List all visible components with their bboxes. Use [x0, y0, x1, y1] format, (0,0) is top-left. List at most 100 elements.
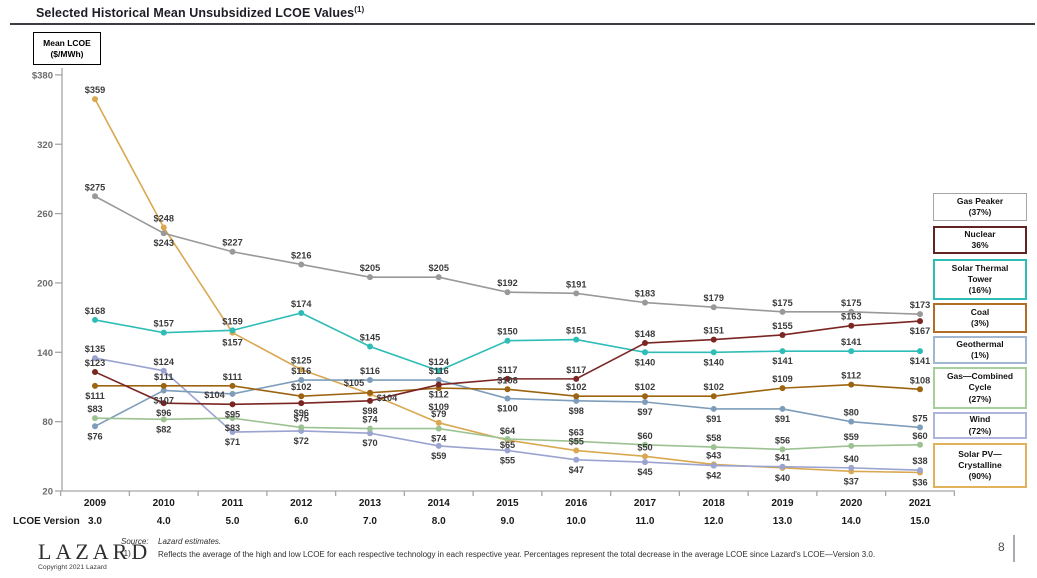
data-label-gas-peaker-2020: $175: [841, 298, 861, 308]
data-point-nuclear-2021: [917, 318, 923, 325]
data-label-gas-combined-cycle-2020: $59: [844, 432, 859, 442]
data-point-solar-thermal-tower-2017: [642, 349, 648, 356]
data-label-wind-2018: $42: [706, 471, 721, 481]
data-point-geothermal-2012: [298, 377, 305, 384]
x-axis-year-label: 2020: [840, 498, 863, 509]
legend-entry-gas-combined-cycle: Gas—Combined Cycle (27%): [933, 367, 1027, 409]
data-label-wind-2019: $41: [775, 453, 790, 463]
data-point-coal-2015: [504, 386, 511, 393]
x-axis-year-label: 2011: [222, 498, 244, 509]
data-label-geothermal-2014: $116: [429, 366, 449, 376]
lcoe-version-value: 11.0: [636, 516, 655, 527]
data-label-gas-combined-cycle-2012: $75: [294, 413, 309, 423]
data-label-solar-pv-crystalline-2016: $55: [569, 437, 584, 447]
data-point-geothermal-2016: [573, 397, 580, 404]
data-label-solar-thermal-tower-2011: $159: [222, 316, 242, 326]
data-point-wind-2014: [435, 442, 442, 449]
data-label-solar-thermal-tower-2014: $124: [429, 357, 450, 367]
legend-entry-text: Cycle: [968, 382, 992, 393]
legend-entry-gas-peaker: Gas Peaker (37%): [933, 193, 1027, 221]
data-point-solar-thermal-tower-2010: [160, 329, 167, 336]
data-label-solar-pv-crystalline-2012: $125: [291, 356, 311, 366]
data-point-gas-peaker-2009: [92, 193, 98, 200]
data-label-gas-peaker-2010: $243: [154, 238, 174, 248]
data-point-gas-peaker-2020: [848, 308, 855, 315]
y-axis-title-line1: Mean LCOE: [43, 37, 91, 48]
data-label-wind-2014: $59: [431, 451, 446, 461]
data-point-coal-2013: [367, 389, 373, 396]
lazard-logo: LAZARD: [38, 539, 152, 564]
lcoe-version-value: 4.0: [157, 516, 171, 527]
data-label-nuclear-2020: $163: [841, 312, 861, 322]
data-label-solar-thermal-tower-2015: $150: [497, 327, 517, 337]
data-label-coal-2021: $108: [910, 375, 930, 385]
data-label-geothermal-2020: $80: [844, 408, 859, 418]
data-label-geothermal-2018: $91: [706, 414, 721, 424]
data-point-gas-peaker-2019: [779, 308, 786, 315]
data-point-nuclear-2013: [367, 397, 373, 404]
x-axis-year-label: 2012: [290, 498, 313, 509]
x-axis-year-label: 2013: [359, 498, 382, 509]
data-label-coal-2012: $102: [291, 382, 311, 392]
data-point-gas-peaker-2013: [367, 274, 373, 281]
data-point-nuclear-2009: [92, 368, 98, 375]
y-axis-tick-label: 80: [42, 417, 53, 428]
data-label-coal-2020: $112: [841, 371, 861, 381]
data-point-gas-peaker-2014: [435, 274, 442, 281]
data-point-solar-thermal-tower-2016: [573, 336, 580, 343]
data-label-coal-2009: $111: [85, 391, 104, 401]
data-point-coal-2021: [917, 386, 923, 393]
data-point-nuclear-2010: [160, 400, 167, 407]
data-point-geothermal-2014: [435, 377, 442, 384]
data-label-gas-combined-cycle-2011: $83: [225, 423, 240, 433]
data-label-wind-2013: $70: [362, 438, 377, 448]
data-point-coal-2017: [642, 393, 648, 400]
data-point-coal-2012: [298, 393, 305, 400]
data-label-gas-peaker-2009: $275: [85, 182, 105, 192]
data-point-nuclear-2018: [710, 336, 717, 343]
data-point-wind-2017: [642, 459, 648, 466]
series-gas-combined-cycle: [92, 415, 923, 453]
data-point-wind-2009: [92, 355, 98, 362]
data-label-wind-2020: $40: [844, 454, 859, 464]
legend-entry-text: Solar PV—: [958, 448, 1002, 459]
data-point-gas-combined-cycle-2018: [710, 444, 717, 451]
data-point-geothermal-2010: [160, 387, 167, 394]
data-label-geothermal-2021: $75: [912, 413, 927, 423]
x-axis-year-label: 2014: [428, 498, 451, 509]
legend-entry-wind: Wind (72%): [933, 412, 1027, 439]
data-point-geothermal-2009: [92, 423, 98, 430]
data-point-geothermal-2019: [779, 405, 786, 412]
legend-entry-text: (37%): [968, 207, 992, 217]
y-axis-tick-label: 140: [37, 348, 53, 359]
legend-entry-text: (3%): [971, 318, 989, 328]
data-label-solar-pv-crystalline-2015: $64: [500, 426, 516, 436]
data-label-wind-2010: $124: [154, 357, 175, 367]
y-axis-tick-label: 20: [42, 487, 53, 498]
data-point-wind-2016: [573, 456, 580, 463]
data-label-solar-thermal-tower-2019: $141: [772, 356, 792, 366]
data-label-gas-combined-cycle-2017: $60: [637, 431, 652, 441]
data-point-wind-2011: [229, 429, 236, 436]
data-label-nuclear-2015: $117: [498, 365, 518, 375]
data-point-gas-combined-cycle-2019: [779, 446, 786, 453]
lcoe-version-value: 14.0: [842, 516, 862, 527]
lcoe-version-value: 7.0: [363, 516, 377, 527]
data-point-coal-2020: [848, 381, 855, 388]
data-label-geothermal-2017: $97: [637, 407, 652, 417]
x-axis-year-label: 2017: [634, 498, 657, 509]
x-axis-year-label: 2019: [771, 498, 794, 509]
legend-entry-solar-pv-crystalline: Solar PV— Crystalline (90%): [933, 443, 1027, 488]
data-point-geothermal-2013: [367, 377, 373, 384]
footnote-text: Reflects the average of the high and low…: [158, 550, 876, 559]
data-point-nuclear-2015: [504, 375, 511, 382]
data-label-nuclear-2012: $96: [294, 408, 309, 418]
data-point-nuclear-2019: [779, 331, 786, 338]
data-point-solar-thermal-tower-2012: [298, 310, 305, 317]
y-axis-tick-label: 200: [37, 278, 53, 289]
data-point-nuclear-2016: [573, 375, 580, 382]
data-point-solar-thermal-tower-2015: [504, 337, 511, 344]
data-label-nuclear-2016: $117: [566, 365, 586, 375]
